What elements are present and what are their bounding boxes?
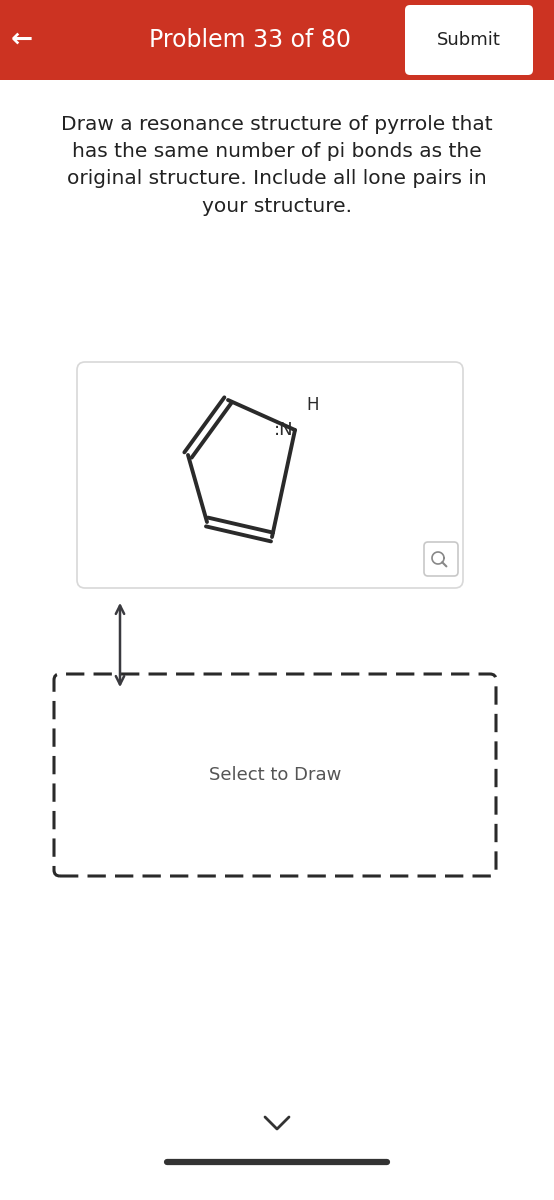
FancyBboxPatch shape [405,5,533,74]
Text: ←: ← [11,26,33,53]
Text: H: H [307,396,319,414]
Bar [0,0,554,80]
Text: Draw a resonance structure of pyrrole that
has the same number of pi bonds as th: Draw a resonance structure of pyrrole th… [61,115,493,216]
Text: Problem 33 of 80: Problem 33 of 80 [149,28,351,52]
FancyBboxPatch shape [424,542,458,576]
FancyBboxPatch shape [77,362,463,588]
FancyBboxPatch shape [54,674,496,876]
Text: Submit: Submit [437,31,501,49]
Text: :N: :N [273,421,293,439]
Text: Select to Draw: Select to Draw [209,766,341,784]
